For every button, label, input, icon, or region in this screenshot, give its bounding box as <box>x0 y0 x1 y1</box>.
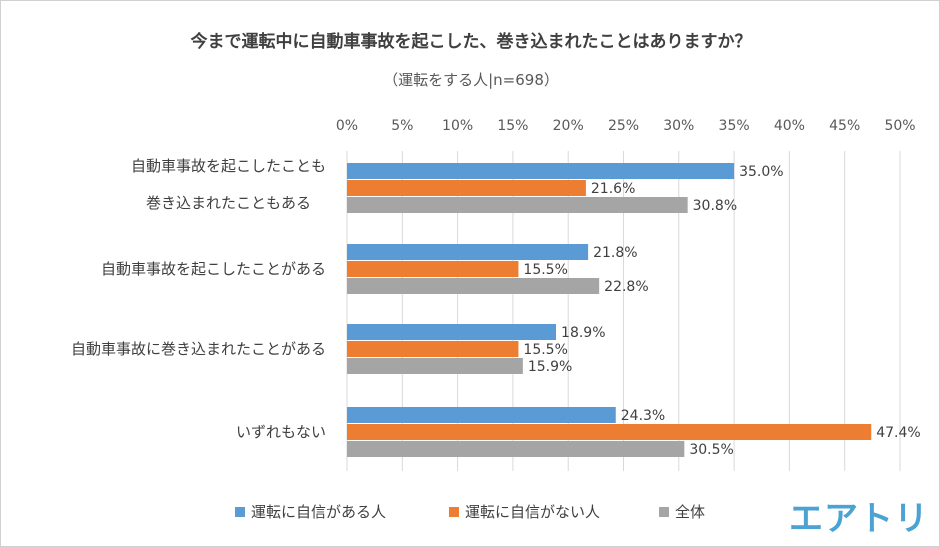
bar <box>347 324 557 340</box>
legend-swatch <box>449 506 459 517</box>
bar <box>347 358 523 374</box>
x-tick-label: 5% <box>391 118 413 134</box>
x-tick-label: 45% <box>829 118 860 134</box>
legend-item-confident: 運転に自信がある人 <box>235 501 386 522</box>
bar <box>347 244 589 260</box>
legend-item-overall: 全体 <box>659 501 705 522</box>
x-tick-label: 0% <box>336 118 358 134</box>
chart-subtitle: （運転をする人|n=698） <box>383 71 559 89</box>
bar <box>347 424 872 440</box>
data-label: 30.8% <box>693 198 737 214</box>
x-tick-label: 50% <box>884 118 915 134</box>
category-label: 自動車事故に巻き込まれたことがある <box>71 340 326 358</box>
chart-title: 今まで運転中に自動車事故を起こした、巻き込まれたことはありますか？ <box>190 32 752 52</box>
data-label: 18.9% <box>561 325 605 341</box>
legend-label: 運転に自信がない人 <box>465 503 601 521</box>
category-label: 巻き込まれたこともある <box>146 194 311 212</box>
data-label: 21.8% <box>593 245 637 261</box>
legend-swatch <box>659 506 669 517</box>
category-label: 自動車事故を起こしたことがある <box>101 260 326 278</box>
bar <box>347 261 519 277</box>
legend-label: 運転に自信がある人 <box>251 503 387 521</box>
x-tick-label: 25% <box>608 118 639 134</box>
legend-item-not-confident: 運転に自信がない人 <box>449 501 600 522</box>
legend-swatch <box>235 506 245 517</box>
airtrip-logo: エアトリ <box>789 499 929 539</box>
bar <box>347 407 616 423</box>
bar <box>347 197 688 213</box>
category-label: いずれもない <box>236 423 326 441</box>
x-tick-label: 35% <box>719 118 750 134</box>
data-label: 30.5% <box>689 442 733 458</box>
bar <box>347 341 519 357</box>
bar <box>347 180 586 196</box>
x-tick-label: 40% <box>774 118 805 134</box>
data-label: 15.5% <box>523 342 567 358</box>
x-tick-label: 10% <box>442 118 473 134</box>
data-label: 22.8% <box>604 279 648 295</box>
data-label: 47.4% <box>876 425 920 441</box>
bar <box>347 441 685 457</box>
bar <box>347 163 735 179</box>
category-label: 自動車事故を起こしたことも <box>131 157 326 175</box>
x-tick-label: 20% <box>553 118 584 134</box>
data-label: 15.9% <box>528 359 572 375</box>
x-tick-label: 30% <box>663 118 694 134</box>
data-label: 15.5% <box>523 262 567 278</box>
data-label: 21.6% <box>591 181 635 197</box>
data-label: 24.3% <box>621 408 665 424</box>
bar <box>347 278 600 294</box>
x-tick-label: 15% <box>497 118 528 134</box>
legend-label: 全体 <box>675 503 706 521</box>
data-label: 35.0% <box>739 164 783 180</box>
